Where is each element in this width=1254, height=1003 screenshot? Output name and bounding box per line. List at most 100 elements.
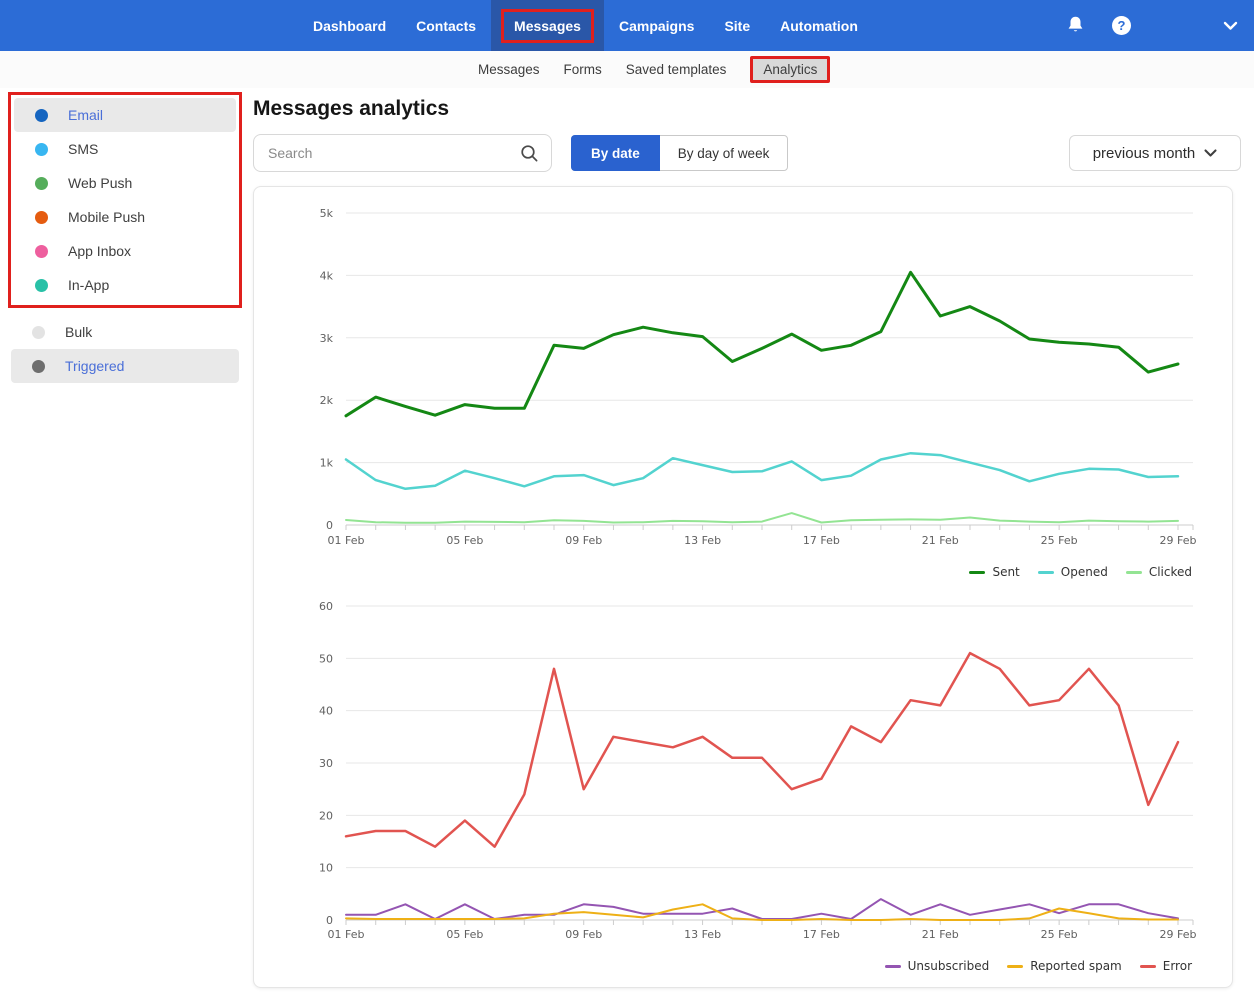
- nav-item-automation[interactable]: Automation: [780, 17, 858, 34]
- x-axis-label: 01 Feb: [328, 534, 365, 547]
- x-axis-label: 13 Feb: [684, 534, 721, 547]
- errors-by-date-svg: 0 10 20 30 40 50 60 01 Feb 05 Feb 09 Feb 13 Feb 17 …: [319, 600, 1197, 941]
- x-axis-label: 21 Feb: [922, 534, 959, 547]
- main-menu: Dashboard Contacts Messages Campaigns Si…: [298, 0, 873, 51]
- triggered-dot-icon: [32, 359, 45, 373]
- sidebar-item-app-inbox[interactable]: App Inbox: [14, 234, 236, 268]
- y-axis-label: 60: [319, 600, 333, 613]
- nav-right-icons: ?: [1065, 0, 1238, 51]
- nav-item-dashboard[interactable]: Dashboard: [313, 17, 387, 34]
- in-app-channel-dot-icon: [35, 278, 48, 292]
- y-axis-label: 0: [326, 519, 333, 532]
- chart-card: 0 1k 2k 3k 4k 5k 01 Feb 05 Feb 09 Feb 13 Feb 17 Fe…: [253, 186, 1233, 988]
- errors-line-chart: 0 10 20 30 40 50 60 01 Feb 05 Feb 09 Feb 13 Feb 17 …: [254, 587, 1234, 989]
- period-select[interactable]: previous month: [1069, 135, 1241, 171]
- series-line-clicked: [345, 512, 1179, 524]
- series-line-opened: [344, 451, 1180, 491]
- subnav-item-analytics[interactable]: Analytics: [750, 56, 831, 83]
- sidebar-item-triggered[interactable]: Triggered: [11, 349, 239, 383]
- x-axis-label: 09 Feb: [565, 534, 602, 547]
- sidebar-item-web-push[interactable]: Web Push: [14, 166, 236, 200]
- y-axis-label: 50: [319, 652, 333, 665]
- nav-item-messages[interactable]: Messages: [491, 0, 604, 51]
- legend-marker-icon: [1037, 570, 1054, 574]
- by-day-of-week-button[interactable]: By day of week: [659, 136, 788, 170]
- sidebar-item-label: App Inbox: [68, 243, 132, 259]
- sidebar-item-label: Bulk: [65, 324, 93, 340]
- sms-channel-dot-icon: [35, 142, 48, 156]
- y-axis-label: 2k: [320, 394, 334, 407]
- nav-item-site[interactable]: Site: [724, 17, 751, 34]
- series-line-reported-spam: [345, 903, 1179, 921]
- sidebar-item-label: Triggered: [65, 358, 125, 374]
- sidebar-item-in-app[interactable]: In-App: [14, 268, 236, 302]
- bell-icon[interactable]: [1065, 15, 1086, 36]
- help-icon[interactable]: ?: [1112, 16, 1131, 35]
- x-axis-label: 25 Feb: [1041, 928, 1078, 941]
- x-axis-label: 29 Feb: [1160, 534, 1197, 547]
- legend-marker-icon: [1125, 570, 1142, 574]
- sidebar-item-label: In-App: [68, 277, 110, 293]
- message-mode-group: Bulk Triggered: [11, 315, 239, 383]
- chart-legend: Sent Opened Clicked: [969, 565, 1192, 579]
- sidebar-item-sms[interactable]: SMS: [14, 132, 236, 166]
- legend-item-opened[interactable]: Opened: [1037, 565, 1108, 579]
- x-axis-label: 21 Feb: [922, 928, 959, 941]
- legend-label: Clicked: [1148, 565, 1192, 579]
- sidebar-item-email[interactable]: Email: [14, 98, 236, 132]
- x-axis-label: 09 Feb: [565, 928, 602, 941]
- x-axis-label: 17 Feb: [803, 928, 840, 941]
- legend-marker-icon: [884, 964, 901, 968]
- messages-line-chart: 0 1k 2k 3k 4k 5k 01 Feb 05 Feb 09 Feb 13 Feb 17 Fe…: [254, 187, 1234, 587]
- annotation-box-messages: Messages: [501, 8, 594, 43]
- y-axis-label: 4k: [320, 269, 334, 282]
- sidebar-item-label: Email: [68, 107, 104, 123]
- legend-item-reported-spam[interactable]: Reported spam: [1007, 959, 1122, 973]
- y-axis-label: 10: [319, 862, 333, 875]
- y-axis-label: 0: [326, 914, 333, 927]
- by-date-button[interactable]: By date: [571, 135, 660, 171]
- sidebar-item-bulk[interactable]: Bulk: [11, 315, 239, 349]
- legend-label: Sent: [992, 565, 1020, 579]
- legend-item-error[interactable]: Error: [1139, 959, 1192, 973]
- mobile-push-channel-dot-icon: [35, 210, 48, 224]
- x-axis-label: 01 Feb: [328, 928, 365, 941]
- period-select-value: previous month: [1092, 144, 1196, 162]
- view-toggle: By date By day of week: [571, 135, 789, 171]
- sidebar-item-label: SMS: [68, 141, 99, 157]
- page-title: Messages analytics: [253, 97, 450, 120]
- legend-marker-icon: [1007, 964, 1024, 968]
- legend-marker-icon: [969, 570, 986, 574]
- chart-legend: Unsubscribed Reported spam Error: [884, 959, 1192, 973]
- legend-item-unsubscribed[interactable]: Unsubscribed: [884, 959, 989, 973]
- sidebar-item-label: Mobile Push: [68, 209, 146, 225]
- top-nav: Dashboard Contacts Messages Campaigns Si…: [0, 0, 1254, 51]
- x-axis-label: 05 Feb: [446, 928, 483, 941]
- x-axis-label: 05 Feb: [446, 534, 483, 547]
- subnav-item-saved-templates[interactable]: Saved templates: [625, 62, 727, 77]
- subnav-item-messages[interactable]: Messages: [478, 62, 540, 77]
- app-inbox-channel-dot-icon: [35, 244, 48, 258]
- legend-item-sent[interactable]: Sent: [969, 565, 1020, 579]
- sidebar-item-mobile-push[interactable]: Mobile Push: [14, 200, 236, 234]
- series-line-sent: [344, 270, 1180, 418]
- search-input[interactable]: [254, 145, 520, 161]
- account-chevron-down-icon[interactable]: [1223, 21, 1238, 31]
- email-channel-dot-icon: [35, 108, 48, 122]
- legend-item-clicked[interactable]: Clicked: [1125, 565, 1192, 579]
- x-axis-label: 17 Feb: [803, 534, 840, 547]
- search-icon[interactable]: [520, 144, 539, 163]
- search-box: [253, 134, 552, 172]
- annotation-box-channels: Email SMS Web Push Mobile Push App Inbox…: [8, 92, 242, 308]
- nav-item-contacts[interactable]: Contacts: [416, 17, 477, 34]
- legend-label: Reported spam: [1030, 959, 1122, 973]
- x-axis-label: 29 Feb: [1160, 928, 1197, 941]
- subnav-item-forms[interactable]: Forms: [563, 62, 602, 77]
- y-axis-label: 3k: [320, 332, 334, 345]
- y-axis-label: 1k: [320, 457, 334, 470]
- legend-label: Opened: [1060, 565, 1108, 579]
- y-axis-label: 5k: [320, 207, 334, 220]
- nav-item-campaigns[interactable]: Campaigns: [618, 17, 695, 34]
- x-axis-label: 13 Feb: [684, 928, 721, 941]
- bulk-dot-icon: [32, 325, 45, 339]
